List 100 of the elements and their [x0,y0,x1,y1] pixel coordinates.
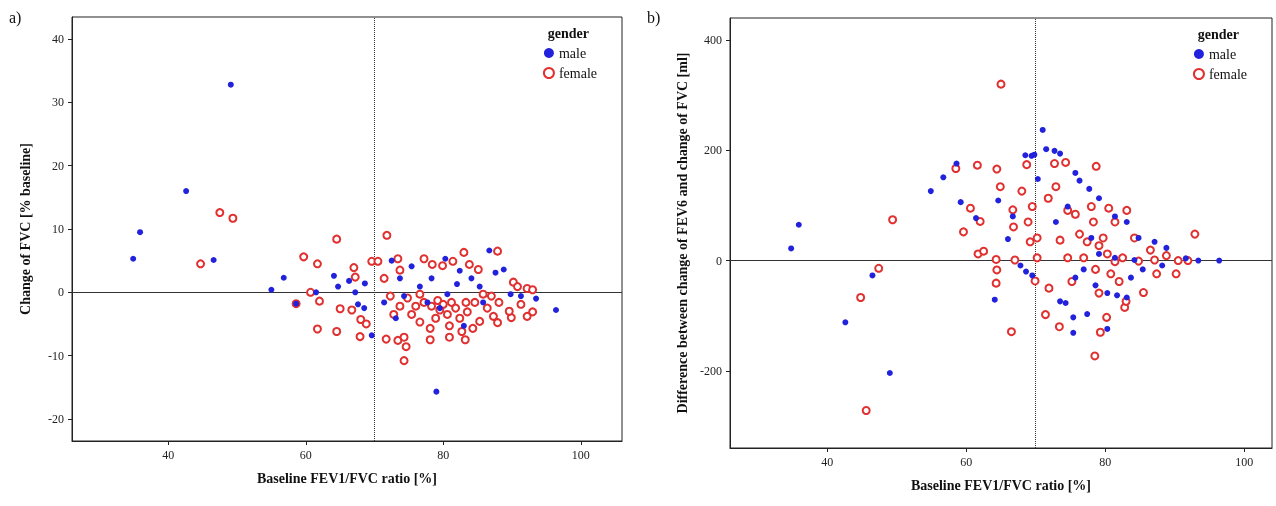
point [1139,266,1146,273]
point [1151,238,1158,245]
point [456,267,463,274]
point [1080,266,1087,273]
point [408,263,415,270]
point [1070,314,1077,321]
point [1017,262,1024,269]
chart-title: a) [9,8,22,27]
point [433,388,440,395]
point [533,295,540,302]
x-tick-label: 100 [1235,455,1254,469]
point [1072,169,1079,176]
point [1104,325,1111,332]
point [442,255,449,262]
point [1216,257,1223,264]
point [1057,150,1064,157]
point [995,197,1002,204]
point [388,257,395,264]
point [940,174,947,181]
x-tick-label: 80 [437,448,450,462]
point [396,275,403,282]
point [280,274,287,281]
point [416,283,423,290]
y-tick-label: -200 [700,363,722,378]
point [1195,257,1202,264]
point [507,291,514,298]
point [1034,175,1041,182]
point [1104,290,1111,297]
point [361,280,368,287]
point [268,286,275,293]
y-tick-label: 30 [52,95,64,110]
legend-title: gender [547,25,589,41]
point [1052,218,1059,225]
point [428,275,435,282]
x-tick-label: 40 [162,448,175,462]
y-tick-label: 200 [704,143,722,158]
point [1062,300,1069,307]
point [1095,250,1102,257]
legend-label: female [558,65,598,81]
point [1123,218,1130,225]
point [957,199,964,206]
point [361,305,368,312]
y-tick-label: 0 [58,285,64,300]
x-tick-label: 60 [299,448,312,462]
point [869,272,876,279]
point [444,291,451,298]
point [1163,244,1170,251]
y-tick-label: 0 [716,253,722,268]
legend-label: female [1208,66,1248,82]
point [842,319,849,326]
y-tick-label: 20 [52,158,64,173]
x-tick-label: 80 [1099,455,1112,469]
point [476,283,483,290]
point [454,281,460,288]
point [1114,292,1121,299]
x-tick-label: 60 [960,455,973,469]
point [1127,274,1134,281]
point [517,293,524,300]
point [991,296,998,303]
legend-label: male [558,45,587,61]
point [1057,298,1064,305]
legend-label: male [1208,46,1237,62]
point [210,257,217,264]
x-tick-label: 40 [821,455,834,469]
point [368,332,375,339]
point [927,188,934,195]
point [1070,329,1077,336]
point [1159,262,1166,269]
point [227,81,234,88]
point [130,255,137,262]
x-tick-label: 100 [571,448,590,462]
point [1051,147,1058,154]
point [1022,152,1029,159]
y-tick-label: 10 [52,222,64,236]
point [1004,236,1011,243]
point [1009,213,1016,220]
point [1023,268,1030,275]
y-tick-label: -20 [48,411,64,426]
point [1095,195,1102,202]
point [468,275,475,282]
point [1043,146,1050,153]
chart-title: b) [647,8,661,27]
point [460,322,467,329]
point [330,272,337,279]
point [137,229,144,236]
point [795,221,802,228]
point [352,289,359,296]
point [1084,311,1091,318]
y-tick-label: 400 [704,33,722,48]
x-axis-title: Baseline FEV1/FVC ratio [%] [910,477,1092,493]
point [1086,185,1093,192]
point [381,299,388,306]
point [553,307,559,313]
point [401,293,408,300]
y-tick-label: -10 [48,348,64,363]
legend-title: gender [1197,26,1239,42]
point [335,283,342,290]
y-axis-title: Change of FVC [% baseline] [17,143,33,315]
point [1039,126,1046,133]
y-axis-title: Difference between change of FEV6 and change of FVC [ml] [674,52,690,414]
